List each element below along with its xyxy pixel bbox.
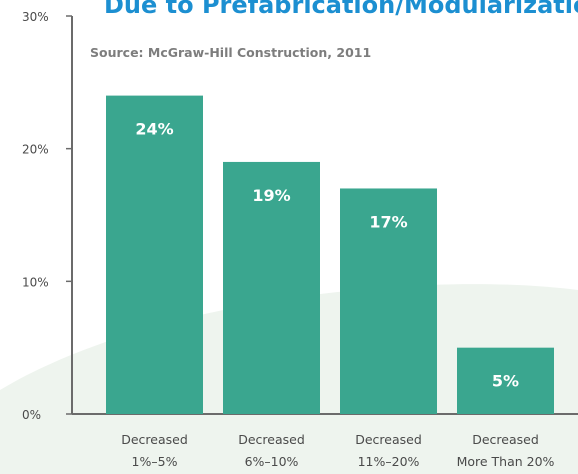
bar-value-label: 19% (252, 186, 290, 205)
y-tick-label: 20% (22, 143, 49, 157)
x-category-label: More Than 20% (457, 454, 555, 469)
bar-value-label: 24% (135, 120, 173, 139)
x-category-label: Decreased (472, 432, 539, 447)
x-category-label: 6%–10% (245, 454, 299, 469)
x-axis-categories: Decreased 1%–5% Decreased 6%–10% Decreased 11… (121, 432, 554, 469)
bar (457, 347, 554, 414)
y-tick-label: 10% (22, 275, 49, 289)
bar (223, 161, 320, 414)
bar-value-label: 17% (369, 212, 407, 231)
x-category-label: 11%–20% (358, 454, 420, 469)
y-tick-label: 30% (22, 10, 49, 24)
x-category-label: Decreased (121, 432, 188, 447)
x-category-label: 1%–5% (132, 454, 178, 469)
bar (340, 188, 437, 414)
y-tick-label: 0% (22, 408, 41, 422)
bars-group: 24% 19% 17% 5% (106, 95, 554, 414)
x-category-label: Decreased (238, 432, 305, 447)
bar (106, 95, 203, 414)
x-category-label: Decreased (355, 432, 422, 447)
bar-value-label: 5% (492, 372, 519, 391)
y-axis-ticks: 0% 10% 20% 30% (22, 10, 72, 422)
chart-subtitle: Source: McGraw-Hill Construction, 2011 (90, 45, 371, 60)
chart-title: Due to Prefabrication/Modularization (104, 0, 578, 19)
